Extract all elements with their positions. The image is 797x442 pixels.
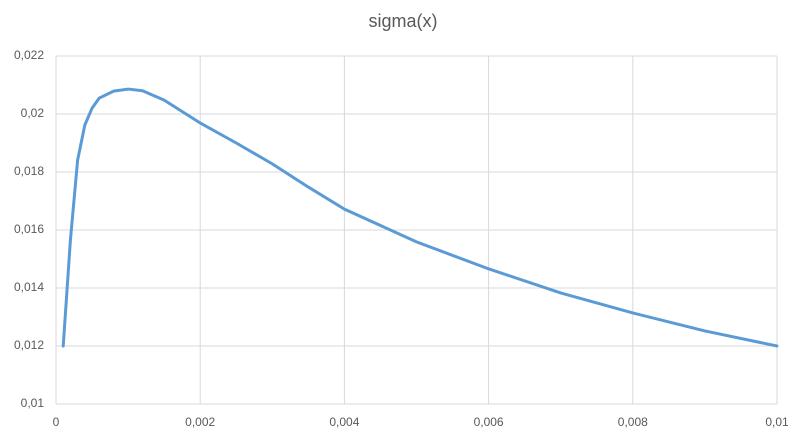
x-tick-label: 0	[53, 415, 60, 429]
y-tick-label: 0,02	[21, 106, 45, 120]
x-tick-label: 0,01	[765, 415, 789, 429]
line-series	[61, 87, 779, 348]
x-tick-label: 0,008	[618, 415, 648, 429]
y-tick-label: 0,01	[21, 396, 45, 410]
x-tick-label: 0,004	[329, 415, 359, 429]
y-tick-label: 0,016	[14, 222, 44, 236]
y-tick-label: 0,022	[14, 48, 44, 62]
x-tick-label: 0,006	[474, 415, 504, 429]
y-tick-label: 0,018	[14, 164, 44, 178]
y-tick-label: 0,014	[14, 280, 44, 294]
chart-title: sigma(x)	[368, 11, 437, 31]
x-tick-label: 0,002	[185, 415, 215, 429]
y-tick-label: 0,012	[14, 338, 44, 352]
